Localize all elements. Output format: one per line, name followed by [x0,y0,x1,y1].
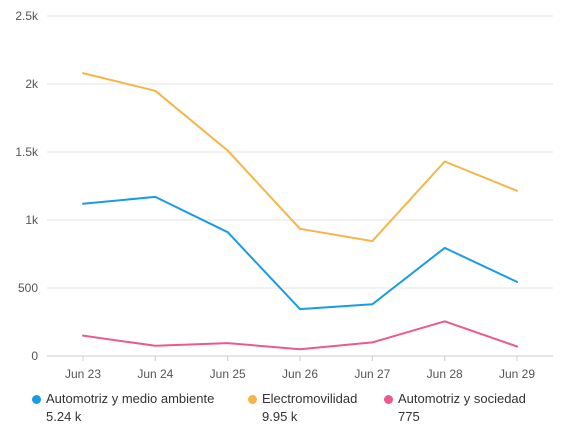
data-point [443,246,447,250]
legend-series-name: Automotriz y medio ambiente [46,391,215,406]
data-point [370,239,374,243]
legend-marker-icon [248,395,257,404]
data-point [298,307,302,311]
y-tick-label: 1.5k [15,145,39,159]
legend-series-total: 775 [398,409,420,424]
legend-series-name: Automotriz y sociedad [398,391,526,406]
x-tick-label: Jun 25 [210,367,246,381]
data-point [81,334,85,338]
data-point [226,341,230,345]
legend-marker-icon [32,395,41,404]
data-point [226,149,230,153]
data-point [153,344,157,348]
data-point [298,347,302,351]
legend-series-name: Electromovilidad [262,391,358,406]
data-point [81,71,85,75]
x-tick-label: Jun 26 [282,367,318,381]
y-tick-label: 500 [18,281,38,295]
data-point [515,344,519,348]
x-tick-label: Jun 23 [65,367,101,381]
data-point [515,280,519,284]
legend-series-total: 9.95 k [262,409,298,424]
series-line-1 [82,72,518,243]
data-point [443,319,447,323]
line-chart: 0 500 1k 1.5k 2k 2.5k Jun 23 Jun 24 Jun 25 Jun 26… [15,9,553,381]
legend-series-total: 5.24 k [46,409,82,424]
data-point [370,340,374,344]
x-tick-label: Jun 29 [499,367,535,381]
series-line-0 [82,195,518,311]
data-point [226,230,230,234]
x-tick-label: Jun 27 [354,367,390,381]
data-point [443,160,447,164]
chart-legend: Automotriz y medio ambiente 5.24 k Elect… [32,390,562,434]
data-point [153,89,157,93]
data-point [153,195,157,199]
data-point [298,227,302,231]
data-point [515,189,519,193]
x-tick-label: Jun 24 [137,367,173,381]
x-tick-label: Jun 28 [427,367,463,381]
y-tick-label: 1k [25,213,39,227]
y-tick-label: 2k [25,77,39,91]
y-tick-label: 0 [31,349,38,363]
data-point [81,202,85,206]
legend-marker-icon [384,395,393,404]
series-line-2 [82,320,518,351]
data-point [370,302,374,306]
y-tick-label: 2.5k [15,9,39,23]
chart-canvas: 0 500 1k 1.5k 2k 2.5k Jun 23 Jun 24 Jun 25 Jun 26… [15,9,553,381]
